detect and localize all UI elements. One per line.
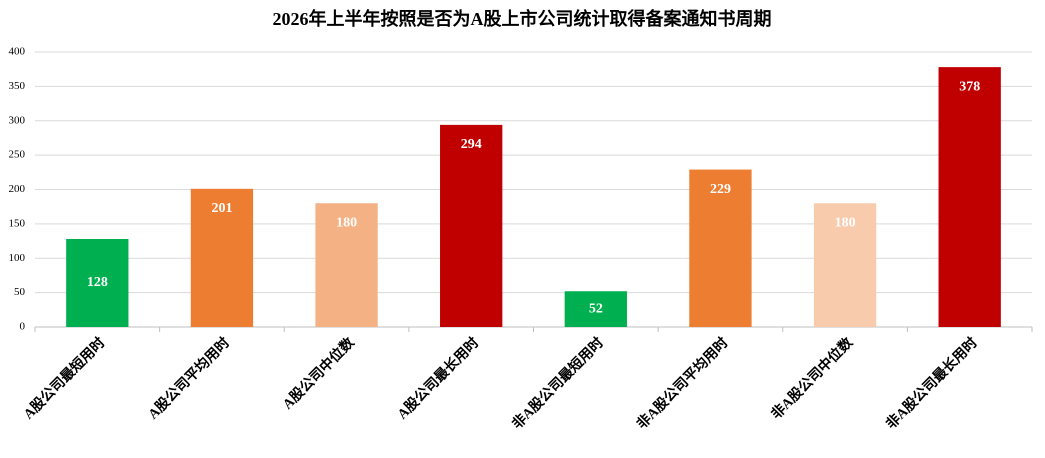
y-tick-label: 50 — [14, 286, 26, 298]
y-tick-label: 250 — [9, 149, 26, 161]
bar — [440, 124, 503, 327]
value-label: 128 — [87, 275, 108, 290]
value-label: 229 — [710, 182, 731, 197]
value-label: 378 — [959, 79, 980, 94]
bar — [66, 239, 129, 327]
x-tick-label: 非A股公司最长用时 — [882, 334, 980, 432]
x-tick-label: A股公司最长用时 — [394, 334, 482, 422]
value-label: 52 — [589, 301, 603, 316]
y-tick-label: 0 — [20, 321, 26, 333]
x-tick-label: 非A股公司最短用时 — [509, 334, 607, 432]
x-tick-label: 非A股公司中位数 — [768, 333, 857, 422]
value-label: 201 — [211, 201, 232, 216]
y-tick-label: 200 — [9, 183, 26, 195]
x-tick-label: A股公司最短用时 — [20, 334, 108, 422]
bar — [689, 169, 752, 327]
y-tick-label: 350 — [9, 80, 26, 92]
y-tick-label: 400 — [9, 46, 26, 58]
y-tick-label: 100 — [9, 252, 26, 264]
y-tick-label: 300 — [9, 114, 26, 126]
x-tick-label: A股公司平均用时 — [145, 334, 233, 422]
x-tick-label: A股公司中位数 — [279, 333, 358, 412]
bar — [564, 291, 627, 327]
bar — [813, 203, 877, 327]
value-label: 180 — [835, 215, 856, 230]
bar — [190, 188, 254, 327]
y-tick-label: 150 — [9, 217, 26, 229]
value-label: 180 — [336, 215, 357, 230]
x-tick-label: 非A股公司平均用时 — [633, 334, 731, 432]
chart-title: 2026年上半年按照是否为A股上市公司统计取得备案通知书周期 — [273, 8, 772, 29]
bar — [315, 203, 378, 327]
bar — [938, 67, 1001, 327]
value-label: 294 — [461, 137, 482, 152]
